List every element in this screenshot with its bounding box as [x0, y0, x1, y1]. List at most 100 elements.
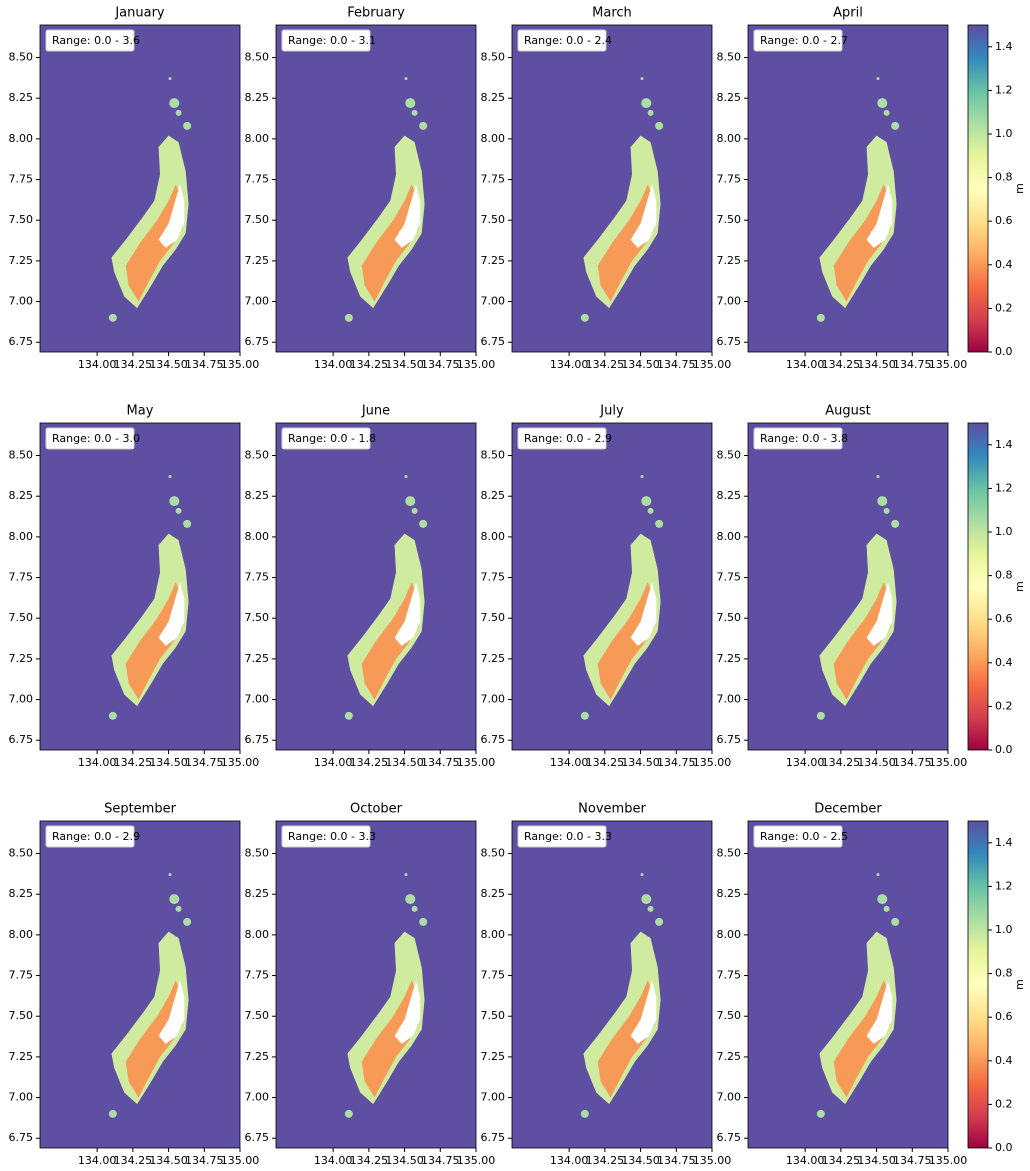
- colorbar-label: m: [1013, 979, 1026, 990]
- y-tick-label: 7.50: [717, 213, 742, 226]
- y-tick-label: 7.50: [717, 611, 742, 624]
- y-tick-label: 8.00: [481, 132, 506, 145]
- x-tick-label: 134.25: [114, 1154, 153, 1167]
- map-frame: [747, 422, 949, 751]
- annotation: Range: 0.0 - 2.9: [52, 830, 140, 843]
- y-tick-label: 6.75: [481, 733, 506, 746]
- y-tick-label: 7.25: [481, 1050, 506, 1063]
- islet: [647, 109, 654, 116]
- y-tick-label: 8.25: [245, 489, 270, 502]
- y-tick-label: 7.00: [717, 693, 742, 706]
- y-tick-label: 8.00: [717, 530, 742, 543]
- annotation-box: [281, 29, 371, 52]
- x-tick-label: 135.00: [221, 358, 260, 371]
- x-tick-label: 135.00: [221, 1154, 260, 1167]
- inner-zone: [361, 980, 419, 1098]
- colorbar-tick-label: 0.6: [995, 1010, 1013, 1023]
- y-tick-label: 8.50: [9, 51, 34, 64]
- colorbar-tick-label: 0.4: [995, 656, 1013, 669]
- islet: [404, 475, 408, 479]
- map-title: January: [114, 6, 165, 21]
- x-tick-label: 134.25: [350, 1154, 389, 1167]
- annotation-box: [753, 29, 843, 52]
- islet: [175, 905, 182, 912]
- colorbar-tick-label: 1.4: [995, 836, 1013, 849]
- map-frame: [747, 24, 949, 353]
- islet: [580, 711, 589, 720]
- x-tick-label: 134.00: [78, 358, 117, 371]
- map-frame: [747, 820, 949, 1149]
- islet: [108, 313, 117, 322]
- y-tick-label: 8.00: [481, 530, 506, 543]
- map-frame: [511, 422, 713, 751]
- map-title: December: [814, 802, 882, 817]
- x-tick-label: 134.00: [314, 756, 353, 769]
- x-tick-label: 134.00: [78, 756, 117, 769]
- y-tick-label: 8.25: [481, 489, 506, 502]
- islet: [876, 77, 880, 81]
- inner-zone: [125, 980, 183, 1098]
- islet: [580, 1109, 589, 1118]
- colorbar-tick-label: 1.0: [995, 525, 1013, 538]
- annotation-box: [517, 29, 607, 52]
- islet: [876, 475, 880, 479]
- islet: [169, 98, 180, 109]
- y-tick-label: 7.00: [481, 1091, 506, 1104]
- x-tick-label: 135.00: [693, 756, 732, 769]
- y-tick-label: 7.75: [717, 571, 742, 584]
- colorbar: [967, 820, 989, 1149]
- map-title: May: [127, 404, 154, 419]
- islet: [419, 121, 428, 130]
- y-tick-label: 7.25: [717, 652, 742, 665]
- x-tick-label: 134.75: [185, 1154, 224, 1167]
- map-title: September: [104, 802, 177, 817]
- inner-zone: [833, 184, 891, 302]
- x-tick-label: 134.25: [114, 358, 153, 371]
- annotation-box: [281, 825, 371, 848]
- y-tick-label: 6.75: [481, 1131, 506, 1144]
- islet: [419, 519, 428, 528]
- y-tick-label: 8.00: [717, 928, 742, 941]
- y-tick-label: 7.25: [245, 254, 270, 267]
- x-tick-label: 134.00: [550, 358, 589, 371]
- y-tick-label: 7.00: [9, 295, 34, 308]
- colorbar-tick-label: 1.0: [995, 127, 1013, 140]
- map-frame: [275, 422, 477, 751]
- y-tick-label: 6.75: [481, 335, 506, 348]
- y-tick-label: 7.00: [9, 693, 34, 706]
- y-tick-label: 6.75: [245, 335, 270, 348]
- y-tick-label: 8.00: [245, 530, 270, 543]
- annotation: Range: 0.0 - 3.0: [52, 432, 140, 445]
- y-tick-label: 7.25: [481, 652, 506, 665]
- land: [630, 980, 657, 1044]
- y-tick-label: 8.50: [9, 449, 34, 462]
- islet: [640, 475, 644, 479]
- land: [630, 582, 657, 646]
- y-tick-label: 6.75: [717, 335, 742, 348]
- x-tick-label: 134.00: [786, 756, 825, 769]
- y-tick-label: 7.50: [9, 1009, 34, 1022]
- y-tick-label: 8.50: [481, 847, 506, 860]
- colorbar-tick-label: 1.2: [995, 83, 1013, 96]
- y-tick-label: 7.50: [481, 1009, 506, 1022]
- y-tick-label: 7.25: [481, 254, 506, 267]
- islet: [883, 905, 890, 912]
- islet: [640, 873, 644, 877]
- y-tick-label: 7.75: [481, 571, 506, 584]
- y-tick-label: 8.50: [717, 449, 742, 462]
- islet: [405, 98, 416, 109]
- y-tick-label: 8.00: [9, 928, 34, 941]
- annotation: Range: 0.0 - 3.8: [760, 432, 848, 445]
- islet: [183, 121, 192, 130]
- map-title: February: [347, 6, 405, 21]
- annotation: Range: 0.0 - 2.4: [524, 34, 612, 47]
- colorbar-tick-label: 1.2: [995, 879, 1013, 892]
- map-frame: [511, 820, 713, 1149]
- x-tick-label: 134.00: [550, 1154, 589, 1167]
- colorbar-tick-label: 0.8: [995, 967, 1013, 980]
- islet: [344, 711, 353, 720]
- annotation-box: [753, 825, 843, 848]
